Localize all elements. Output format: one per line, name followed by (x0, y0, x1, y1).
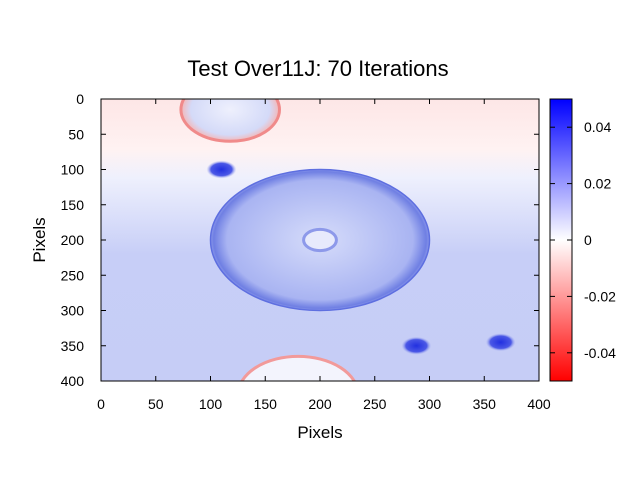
y-tick-label: 400 (61, 373, 85, 389)
plot-area (101, 99, 539, 381)
y-tick-label: 200 (61, 232, 85, 248)
x-axis: 0 50 100 150 200 250 300 350 400 (97, 99, 551, 412)
bottom-circle (240, 354, 356, 381)
colorbar-tick-label: 0 (584, 232, 592, 248)
x-tick-label: 400 (527, 396, 551, 412)
colorbar: 0.04 0.02 0 -0.02 -0.04 (549, 98, 616, 382)
y-axis: 0 50 100 150 200 250 300 350 400 (61, 91, 539, 389)
colorbar-tick-label: 0.04 (584, 119, 611, 135)
y-tick-label: 250 (61, 267, 85, 283)
top-circle (179, 99, 281, 143)
spot (206, 160, 237, 179)
heatmap-features (179, 99, 516, 381)
colorbar-tick-label: -0.04 (584, 345, 616, 361)
x-tick-label: 50 (148, 396, 164, 412)
x-tick-label: 150 (254, 396, 278, 412)
y-tick-label: 300 (61, 303, 85, 319)
x-axis-label: Pixels (297, 423, 342, 442)
colorbar-ticks: 0.04 0.02 0 -0.02 -0.04 (550, 119, 616, 361)
y-tick-label: 350 (61, 338, 85, 354)
y-tick-label: 0 (76, 91, 84, 107)
x-tick-label: 300 (418, 396, 442, 412)
x-tick-label: 350 (473, 396, 497, 412)
y-tick-label: 100 (61, 162, 85, 178)
y-tick-label: 50 (68, 126, 84, 142)
x-tick-label: 0 (97, 396, 105, 412)
small-ring (302, 227, 338, 253)
y-axis-label: Pixels (30, 217, 49, 262)
colorbar-tick-label: -0.02 (584, 288, 616, 304)
y-tick-label: 150 (61, 197, 85, 213)
x-tick-label: 200 (308, 396, 332, 412)
spot (485, 333, 516, 352)
x-tick-label: 100 (199, 396, 223, 412)
colorbar-tick-label: 0.02 (584, 176, 611, 192)
spot (401, 336, 432, 355)
x-tick-label: 250 (363, 396, 387, 412)
chart-title: Test Over11J: 70 Iterations (187, 56, 448, 81)
